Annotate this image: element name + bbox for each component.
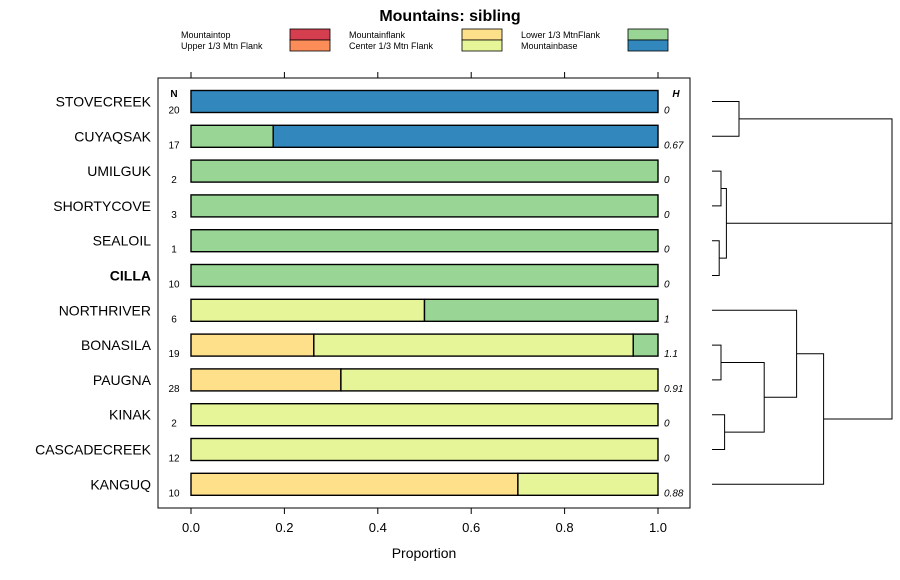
bar-segment-shortycove-lower bbox=[190, 194, 659, 218]
legend-swatch-upper bbox=[289, 39, 331, 52]
legend-swatch-mountainbase bbox=[627, 39, 669, 52]
row-label-paugna: PAUGNA bbox=[93, 372, 152, 388]
bar-segment-cilla-lower bbox=[190, 263, 659, 288]
n-label-umilguk: 2 bbox=[171, 175, 177, 186]
legend-label-center: Center 1/3 Mtn Flank bbox=[349, 41, 434, 51]
legend-label-mountaintop: Mountaintop bbox=[181, 30, 231, 40]
row-label-cascadecreek: CASCADECREEK bbox=[35, 442, 152, 458]
row-label-cuyaqsak: CUYAQSAK bbox=[74, 128, 151, 144]
n-label-cilla: 10 bbox=[168, 280, 180, 291]
dendrogram-branch-8 bbox=[712, 353, 825, 485]
n-label-kinak: 2 bbox=[171, 419, 177, 430]
x-axis: 0.0 0.2 0.4 0.6 0.8 1.0 bbox=[182, 72, 667, 535]
legend-swatch-center bbox=[461, 39, 503, 52]
h-label-northriver: 1 bbox=[664, 314, 670, 325]
x-axis-label: Proportion bbox=[392, 545, 457, 561]
bar-segment-cascadecreek-center bbox=[190, 437, 659, 462]
row-label-kinak: KINAK bbox=[109, 407, 152, 423]
x-tick-label-2: 0.4 bbox=[369, 520, 387, 535]
plot-frame bbox=[157, 77, 691, 509]
h-label-cuyaqsak: 0.67 bbox=[664, 140, 684, 151]
row-label-shortycove: SHORTYCOVE bbox=[53, 198, 151, 214]
h-label-kanguq: 0.88 bbox=[664, 488, 684, 499]
n-label-stovecreek: 20 bbox=[168, 106, 180, 117]
n-column-header: N bbox=[170, 89, 177, 100]
n-label-sealoil: 1 bbox=[171, 245, 177, 256]
h-label-paugna: 0.91 bbox=[664, 384, 683, 395]
dendrogram-branch-4 bbox=[712, 344, 722, 381]
dendrogram-branch-1 bbox=[712, 170, 722, 207]
bar-segment-sealoil-lower bbox=[190, 228, 659, 253]
x-tick-label-0: 0.0 bbox=[182, 520, 200, 535]
legend-label-lower: Lower 1/3 MtnFlank bbox=[521, 30, 601, 40]
n-label-northriver: 6 bbox=[171, 314, 177, 325]
row-labels: STOVECREEK CUYAQSAK UMILGUK SHORTYCOVE SEALO… bbox=[35, 94, 152, 493]
bars bbox=[190, 89, 659, 496]
n-labels: 20 17 2 3 1 10 6 19 28 2 12 10 bbox=[168, 106, 180, 500]
bar-segment-stovecreek-mountainbase bbox=[190, 89, 659, 114]
row-label-kanguq: KANGUQ bbox=[90, 476, 151, 492]
h-label-kinak: 0 bbox=[664, 419, 670, 430]
row-label-bonasila: BONASILA bbox=[81, 337, 152, 353]
bar-segment-paugna-mountainflank bbox=[190, 368, 342, 392]
legend-label-mountainbase: Mountainbase bbox=[521, 41, 578, 51]
legend-swatch-lower bbox=[627, 28, 669, 41]
legend-swatch-mountainflank bbox=[461, 28, 503, 41]
n-label-kanguq: 10 bbox=[168, 488, 180, 499]
h-label-cascadecreek: 0 bbox=[664, 454, 670, 465]
n-label-cascadecreek: 12 bbox=[168, 454, 180, 465]
dendrogram-branch-9 bbox=[726, 222, 893, 420]
dendrogram-branch-5 bbox=[712, 414, 726, 450]
bar-segment-kanguq-center bbox=[517, 472, 659, 496]
bar-segment-bonasila-lower bbox=[632, 333, 659, 357]
h-label-cilla: 0 bbox=[664, 280, 670, 291]
legend-swatch-mountaintop bbox=[289, 28, 331, 41]
bar-segment-northriver-lower bbox=[423, 298, 659, 322]
n-label-cuyaqsak: 17 bbox=[168, 140, 180, 151]
x-tick-label-5: 1.0 bbox=[649, 520, 667, 535]
legend-label-upper: Upper 1/3 Mtn Flank bbox=[181, 41, 263, 51]
h-label-stovecreek: 0 bbox=[664, 106, 670, 117]
bar-segment-bonasila-mountainflank bbox=[190, 333, 315, 357]
x-tick-label-3: 0.6 bbox=[462, 520, 480, 535]
h-label-sealoil: 0 bbox=[664, 245, 670, 256]
row-label-sealoil: SEALOIL bbox=[93, 233, 152, 249]
h-labels: 0 0.67 0 0 0 0 1 1.1 0.91 0 0 0.88 bbox=[664, 106, 684, 500]
x-tick-label-4: 0.8 bbox=[556, 520, 574, 535]
dendrogram-branch-3 bbox=[719, 188, 727, 259]
bar-segment-cuyaqsak-mountainbase bbox=[272, 124, 659, 149]
chart-title: Mountains: sibling bbox=[379, 8, 520, 25]
row-label-umilguk: UMILGUK bbox=[87, 163, 151, 179]
h-label-bonasila: 1.1 bbox=[664, 349, 678, 360]
h-label-umilguk: 0 bbox=[664, 175, 670, 186]
bar-segment-northriver-center bbox=[190, 298, 426, 322]
dendrogram-branch-6 bbox=[721, 362, 765, 433]
dendrogram-branch-10 bbox=[739, 118, 893, 322]
bar-segment-kanguq-mountainflank bbox=[190, 472, 519, 496]
dendrogram-branch-7 bbox=[712, 309, 798, 398]
row-label-northriver: NORTHRIVER bbox=[59, 302, 151, 318]
legend-label-mountainflank: Mountainflank bbox=[349, 30, 406, 40]
bar-segment-kinak-center bbox=[190, 403, 659, 427]
bar-segment-bonasila-center bbox=[313, 333, 634, 357]
h-column-header: H bbox=[672, 89, 680, 100]
bar-segment-paugna-center bbox=[340, 368, 659, 392]
n-label-bonasila: 19 bbox=[168, 349, 180, 360]
bar-segment-cuyaqsak-lower bbox=[190, 124, 274, 149]
n-label-shortycove: 3 bbox=[171, 210, 177, 221]
dendrogram bbox=[712, 101, 893, 485]
bar-segment-umilguk-lower bbox=[190, 159, 659, 183]
n-label-paugna: 28 bbox=[168, 384, 180, 395]
x-tick-label-1: 0.2 bbox=[275, 520, 293, 535]
dendrogram-branch-0 bbox=[712, 101, 740, 137]
row-label-cilla: CILLA bbox=[110, 268, 151, 284]
dendrogram-branch-2 bbox=[712, 240, 720, 276]
h-label-shortycove: 0 bbox=[664, 210, 670, 221]
row-label-stovecreek: STOVECREEK bbox=[56, 94, 152, 110]
